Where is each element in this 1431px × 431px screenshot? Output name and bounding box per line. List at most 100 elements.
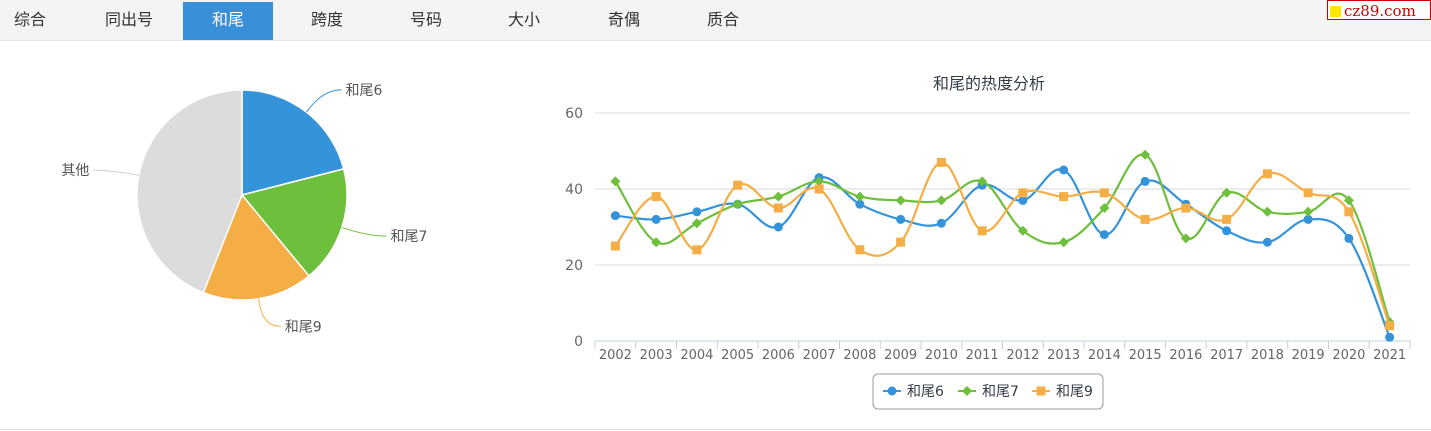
data-point[interactable]	[651, 237, 662, 248]
data-point[interactable]	[855, 199, 865, 209]
data-point[interactable]	[610, 211, 620, 221]
data-point[interactable]	[1303, 206, 1314, 217]
tab-hewei[interactable]: 和尾	[183, 2, 273, 40]
data-point[interactable]	[896, 237, 906, 247]
x-tick-label: 2002	[599, 348, 632, 363]
data-point[interactable]	[936, 218, 946, 228]
x-tick-label: 2010	[925, 348, 958, 363]
data-point[interactable]	[1385, 332, 1395, 342]
data-point[interactable]	[1222, 214, 1232, 224]
data-point[interactable]	[936, 195, 947, 206]
series-3	[610, 157, 1395, 331]
data-point[interactable]	[1343, 195, 1354, 206]
x-tick-label: 2014	[1088, 348, 1121, 363]
x-tick-label: 2019	[1292, 348, 1325, 363]
data-point[interactable]	[895, 195, 906, 206]
data-point[interactable]	[1018, 188, 1028, 198]
chart-title: 和尾的热度分析	[933, 74, 1045, 93]
data-point[interactable]	[1059, 192, 1069, 202]
data-point[interactable]	[1099, 188, 1109, 198]
data-point[interactable]	[1058, 237, 1069, 248]
legend-marker[interactable]	[962, 386, 972, 396]
site-logo[interactable]: cz89.com	[1327, 0, 1431, 20]
data-point[interactable]	[1180, 233, 1191, 244]
y-tick-label: 60	[565, 106, 583, 122]
pie-slice-label: 其他	[61, 163, 89, 179]
data-point[interactable]	[610, 241, 620, 251]
data-point[interactable]	[1140, 149, 1151, 160]
data-point[interactable]	[1303, 214, 1313, 224]
pie-label-connector	[305, 89, 342, 113]
data-point[interactable]	[732, 199, 743, 210]
data-point[interactable]	[1221, 187, 1232, 198]
data-point[interactable]	[1140, 176, 1150, 186]
tab-zonghe[interactable]: 综合	[13, 10, 46, 29]
data-point[interactable]	[692, 207, 702, 217]
x-tick-label: 2012	[1006, 348, 1039, 363]
data-point[interactable]	[1018, 195, 1028, 205]
data-point[interactable]	[1017, 225, 1028, 236]
y-tick-label: 20	[565, 258, 583, 274]
y-tick-label: 0	[574, 334, 583, 350]
series-line	[614, 161, 1391, 327]
legend-marker[interactable]	[887, 386, 897, 396]
data-point[interactable]	[1385, 321, 1395, 331]
data-point[interactable]	[1303, 188, 1313, 198]
data-point[interactable]	[1262, 169, 1272, 179]
x-tick-label: 2005	[721, 348, 754, 363]
x-tick-label: 2007	[803, 348, 836, 363]
data-point[interactable]	[692, 245, 702, 255]
tab-kuadu[interactable]: 跨度	[310, 10, 343, 29]
data-point[interactable]	[1344, 233, 1354, 243]
pie-slice-label: 和尾7	[390, 229, 427, 245]
series-2	[610, 149, 1395, 327]
x-tick-label: 2008	[843, 348, 876, 363]
pie-chart: 和尾6 和尾7 和尾9 其他	[61, 83, 427, 335]
data-point[interactable]	[814, 176, 825, 187]
legend-label: 和尾7	[982, 384, 1019, 400]
tab-haoma[interactable]: 号码	[409, 10, 442, 29]
data-point[interactable]	[854, 191, 865, 202]
tab-zhihe[interactable]: 质合	[706, 10, 739, 29]
data-point[interactable]	[1140, 214, 1150, 224]
x-tick-label: 2011	[966, 348, 999, 363]
data-point[interactable]	[733, 180, 743, 190]
legend: 和尾6 和尾7 和尾9	[872, 373, 1104, 410]
data-point[interactable]	[773, 203, 783, 213]
data-point[interactable]	[814, 184, 824, 194]
x-tick-label: 2016	[1169, 348, 1202, 363]
data-point[interactable]	[1262, 237, 1272, 247]
line-chart: 和尾的热度分析 0 20 40 60 2002 2003 2004 2005 2006 2007 20…	[565, 74, 1411, 410]
data-point[interactable]	[977, 176, 988, 187]
pie-label-connector	[257, 298, 281, 327]
data-point[interactable]	[936, 157, 946, 167]
tab-daxiao[interactable]: 大小	[507, 10, 540, 29]
data-point[interactable]	[1099, 203, 1110, 213]
data-point[interactable]	[977, 226, 987, 236]
y-tick-label: 40	[565, 182, 583, 198]
data-point[interactable]	[1181, 203, 1191, 213]
legend-item[interactable]: 和尾7	[958, 384, 1019, 400]
data-point[interactable]	[855, 245, 865, 255]
legend-marker[interactable]	[1036, 386, 1046, 396]
data-point[interactable]	[610, 176, 621, 187]
data-point[interactable]	[651, 214, 661, 224]
legend-item[interactable]: 和尾6	[883, 384, 944, 400]
tab-tongchuhao[interactable]: 同出号	[104, 10, 153, 29]
data-point[interactable]	[651, 192, 661, 202]
data-point[interactable]	[691, 218, 702, 229]
tab-jiou[interactable]: 奇偶	[607, 10, 640, 29]
data-point[interactable]	[773, 222, 783, 232]
pie-label-connector	[93, 169, 139, 176]
data-point[interactable]	[1222, 226, 1232, 236]
legend-label: 和尾6	[907, 384, 944, 400]
data-point[interactable]	[1344, 207, 1354, 217]
data-point[interactable]	[896, 214, 906, 224]
data-point[interactable]	[773, 191, 784, 202]
x-tick-label: 2009	[884, 348, 917, 363]
legend-item[interactable]: 和尾9	[1032, 384, 1093, 400]
pie-slice[interactable]	[241, 89, 345, 196]
data-point[interactable]	[1099, 230, 1109, 240]
data-point[interactable]	[1059, 165, 1069, 175]
data-point[interactable]	[1262, 206, 1273, 217]
